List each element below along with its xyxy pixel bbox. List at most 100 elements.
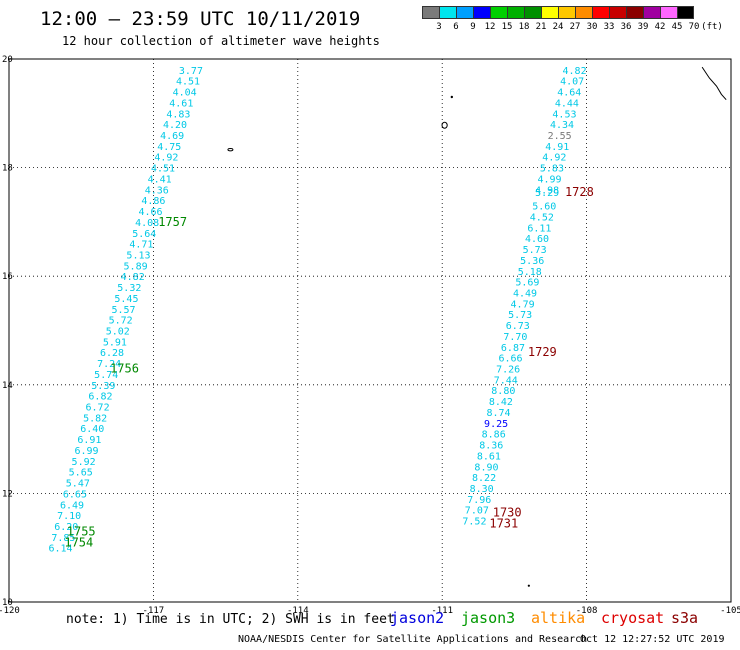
colorbar-swatch [609, 6, 626, 19]
colorbar-tick-label: 21 [535, 22, 547, 32]
colorbar-tick-label: 70 [688, 22, 700, 32]
colorbar-tick-label: 6 [453, 22, 459, 32]
wave-height-label: 7.26 [496, 365, 520, 376]
wave-height-label: 6.11 [527, 223, 551, 234]
colorbar-tick-label: 45 [671, 22, 683, 32]
page-title: 12:00 — 23:59 UTC 10/11/2019 [40, 8, 361, 30]
colorbar [422, 6, 694, 19]
satellite-legend-item: altika [531, 609, 586, 627]
wave-height-label: 7.52 [462, 517, 486, 528]
wave-height-label: 6.82 [88, 392, 112, 403]
wave-height-label: 5.57 [112, 305, 136, 316]
colorbar-tick-label: 15 [501, 22, 513, 32]
time-label: 1754 [64, 535, 93, 549]
colorbar-tick-label: 12 [484, 22, 496, 32]
colorbar-unit: (ft) [701, 22, 723, 32]
colorbar-tick-label: 24 [552, 22, 564, 32]
wave-height-label: 4.82 [121, 272, 145, 283]
lat-tick-label: 14 [2, 381, 13, 391]
colorbar-swatch [541, 6, 558, 19]
wave-height-label: 5.82 [83, 413, 107, 424]
colorbar-tick-label: 36 [620, 22, 632, 32]
legend-note: note: 1) Time is in UTC; 2) SWH is in fe… [66, 612, 395, 627]
wave-height-label: 6.99 [74, 446, 98, 457]
wave-height-label: 3.77 [179, 66, 203, 77]
colorbar-swatch [473, 6, 490, 19]
wave-height-label: 5.29 [535, 188, 559, 199]
wave-height-label: 5.73 [523, 245, 547, 256]
wave-height-label: 4.34 [550, 120, 574, 131]
wave-height-label: 8.74 [486, 408, 510, 419]
wave-height-label: 6.65 [63, 489, 87, 500]
wave-height-label: 6.87 [501, 343, 525, 354]
wave-height-label: 5.73 [508, 310, 532, 321]
wave-height-label: 4.64 [557, 88, 581, 99]
wave-height-label: 4.60 [525, 234, 549, 245]
colorbar-swatch [507, 6, 524, 19]
coastline [701, 66, 727, 101]
wave-height-label: 7.24 [97, 359, 121, 370]
wave-height-label: 4.79 [511, 299, 535, 310]
time-label: 1755 [67, 524, 96, 538]
wave-height-label: 7.70 [503, 332, 527, 343]
wave-height-label: 4.83 [166, 109, 190, 120]
wave-height-label: 5.60 [532, 202, 556, 213]
wave-height-label: 4.07 [560, 77, 584, 88]
lon-tick-label: -117 [143, 606, 165, 616]
colorbar-swatch [439, 6, 456, 19]
wave-height-label: 5.39 [91, 381, 115, 392]
wave-height-label: 7.96 [467, 495, 491, 506]
wave-height-label: 8.90 [474, 462, 498, 473]
wave-height-label: 5.18 [518, 267, 542, 278]
lat-tick-label: 18 [2, 164, 13, 174]
lon-tick-label: -105 [720, 606, 740, 616]
wave-height-label: 5.13 [126, 250, 150, 261]
lat-tick-label: 16 [2, 272, 13, 282]
wave-height-label: 4.98 [535, 185, 559, 196]
wave-height-label: 4.75 [157, 142, 181, 153]
wave-height-label: 4.92 [154, 153, 178, 164]
wave-height-label: 4.86 [141, 196, 165, 207]
colorbar-tick-label: 18 [518, 22, 530, 32]
colorbar-tick-label: 33 [603, 22, 615, 32]
wave-height-label: 4.52 [530, 212, 554, 223]
island-shape [227, 147, 234, 152]
wave-height-label: 5.83 [540, 164, 564, 175]
wave-height-label: 8.80 [491, 386, 515, 397]
wave-height-label: 6.66 [499, 354, 523, 365]
wave-height-label: 4.61 [169, 98, 193, 109]
wave-height-label: 5.45 [114, 294, 138, 305]
wave-height-label: 8.22 [472, 473, 496, 484]
wave-height-label: 6.20 [54, 522, 78, 533]
wave-height-label: 4.08 [135, 218, 159, 229]
colorbar-swatch [422, 6, 439, 19]
colorbar-tick-label: 9 [470, 22, 476, 32]
colorbar-swatch [558, 6, 575, 19]
wave-height-label: 4.99 [537, 174, 561, 185]
colorbar-swatch [456, 6, 473, 19]
wave-height-label: 5.91 [103, 337, 127, 348]
wave-height-label: 4.82 [563, 66, 587, 77]
wave-height-label: 6.14 [48, 544, 72, 555]
wave-height-label: 5.69 [515, 278, 539, 289]
wave-height-label: 4.44 [555, 98, 579, 109]
wave-height-label: 4.51 [176, 77, 200, 88]
colorbar-swatch [524, 6, 541, 19]
lon-tick-label: -108 [576, 606, 598, 616]
wave-height-label: 6.91 [77, 435, 101, 446]
lat-tick-label: 12 [2, 489, 13, 499]
colorbar-tick-label: 3 [436, 22, 442, 32]
footer-timestamp: Oct 12 12:27:52 UTC 2019 [580, 634, 725, 645]
time-label: 1729 [528, 345, 557, 359]
wave-height-label: 8.36 [479, 441, 503, 452]
page-subtitle: 12 hour collection of altimeter wave hei… [62, 34, 380, 48]
wave-height-label: 4.04 [173, 88, 197, 99]
island-shape [441, 121, 448, 129]
wave-height-label: 7.07 [465, 506, 489, 517]
wave-height-label: 4.53 [552, 109, 576, 120]
wave-height-label: 4.69 [160, 131, 184, 142]
colorbar-labels: 3 6 9 12 15 18 21 24 27 30 33 36 39 42 45 70 (ft) [422, 22, 740, 34]
colorbar-swatch [575, 6, 592, 19]
wave-height-label: 4.92 [542, 153, 566, 164]
